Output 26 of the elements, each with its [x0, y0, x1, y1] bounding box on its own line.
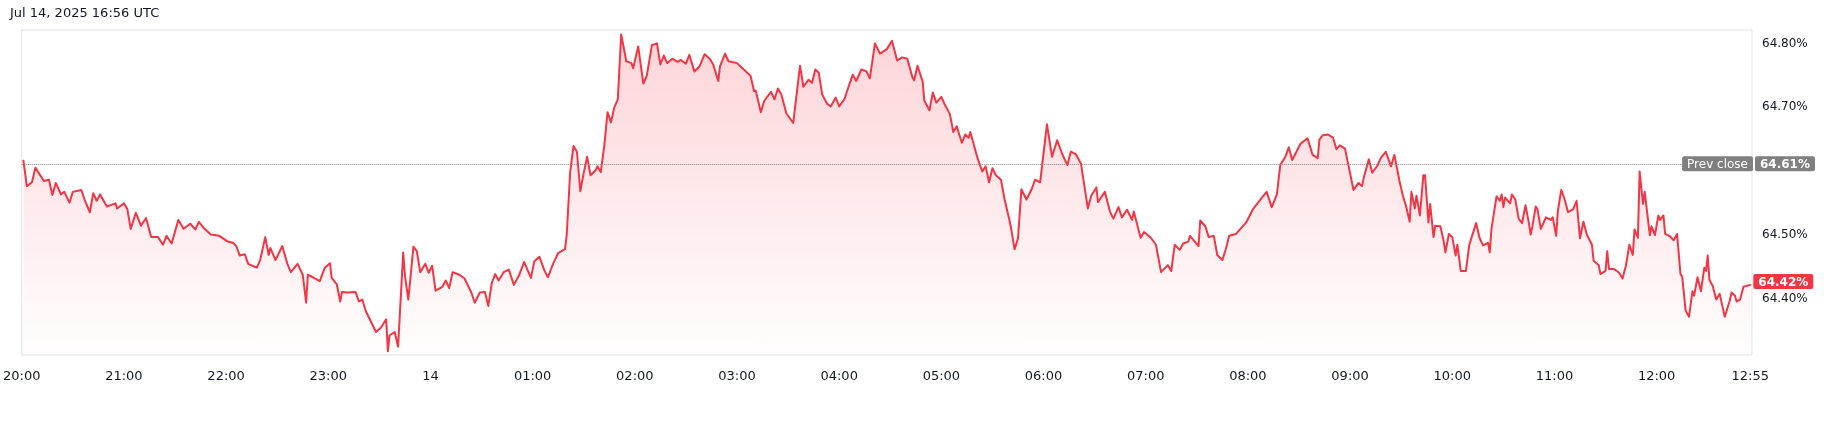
x-tick-label: 20:00 — [3, 368, 41, 383]
x-tick-label: 08:00 — [1229, 368, 1267, 383]
x-tick-label: 05:00 — [922, 368, 961, 383]
ref-line-label: Prev close — [1687, 156, 1748, 171]
x-tick-label: 02:00 — [616, 368, 654, 383]
text: Jul 14, 2025 16:56 UTC — [9, 5, 160, 20]
x-tick-label: 23:00 — [309, 368, 348, 383]
x-tick-label: 14 — [422, 368, 439, 383]
x-tick-label: 21:00 — [105, 368, 143, 383]
x-tick-label: 12:55 — [1731, 368, 1770, 383]
x-tick-label: 06:00 — [1024, 368, 1063, 383]
x-tick-label: 11:00 — [1535, 368, 1574, 383]
x-tick-label: 04:00 — [820, 368, 858, 383]
x-tick-label: 10:00 — [1433, 368, 1471, 383]
text: 64.61% — [1760, 156, 1810, 171]
x-tick-label: 07:00 — [1126, 368, 1165, 383]
y-tick-label: 64.80% — [1762, 35, 1808, 50]
y-tick-label: 64.70% — [1762, 99, 1808, 114]
x-tick-label: 12:00 — [1637, 368, 1676, 383]
x-tick-label: 22:00 — [207, 368, 245, 383]
x-tick-label: 03:00 — [718, 368, 756, 383]
y-tick-label: 64.40% — [1762, 290, 1808, 305]
y-tick-label: 64.50% — [1762, 226, 1808, 241]
x-tick-label: 09:00 — [1331, 368, 1369, 383]
annotation: 64.42% — [1758, 274, 1809, 289]
x-tick-label: 01:00 — [513, 368, 552, 383]
